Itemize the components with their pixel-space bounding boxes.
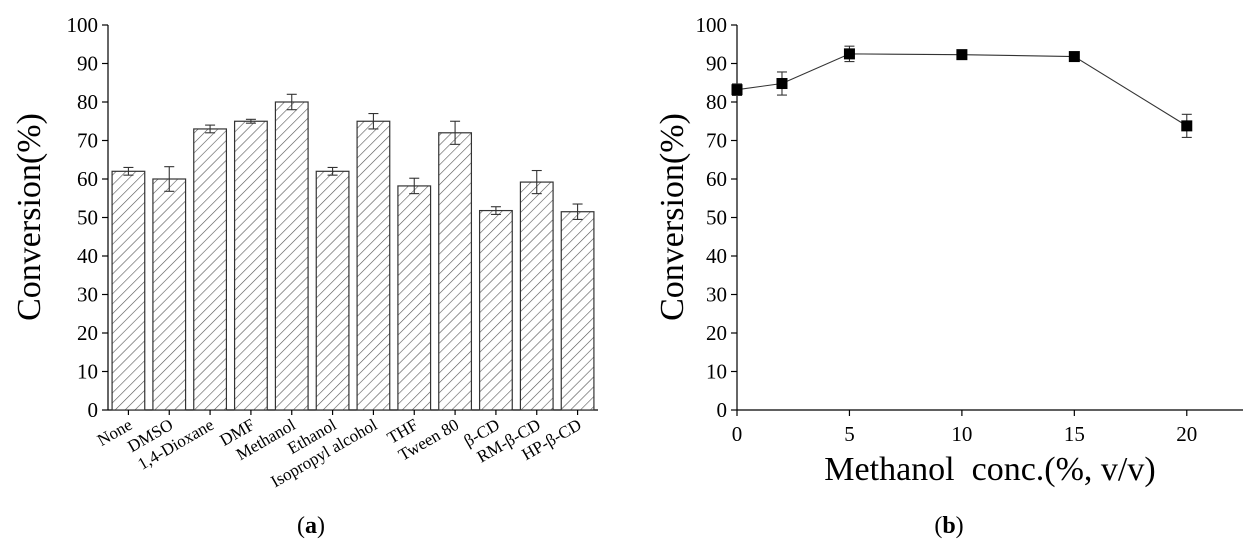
panel-b-y-tick-label: 20: [706, 321, 727, 345]
panel-a-y-tick-label: 30: [77, 283, 98, 307]
panel-b-y-tick-label: 10: [706, 360, 727, 384]
panel-a-caption: (a): [297, 513, 325, 539]
panel-a-y-tick-label: 10: [77, 360, 98, 384]
bar-6: [356, 120, 391, 411]
data-point-marker: [1068, 51, 1080, 63]
bar-4: [274, 101, 309, 411]
panel-a-y-tick-label: 70: [77, 129, 98, 153]
panel-b-line-chart: Conversion(%) Methanol conc.(%, v/v) 0 10…: [654, 13, 1243, 488]
panel-a-y-tick-label: 40: [77, 244, 98, 268]
panel-b-y-tick-label: 90: [706, 52, 727, 76]
data-point-marker: [843, 48, 855, 60]
bar-9: [478, 209, 513, 411]
panel-b-y-tick-label: 40: [706, 244, 727, 268]
panel-b-y-tick-label: 50: [706, 206, 727, 230]
bar-11: [560, 211, 595, 411]
panel-b-x-axis-title: Methanol conc.(%, v/v): [824, 451, 1155, 488]
data-point-marker: [1181, 120, 1193, 132]
bar-1: [152, 178, 187, 411]
panel-b-x-tick-label: 20: [1176, 422, 1197, 446]
panel-a-y-tick-label: 80: [77, 90, 98, 114]
bar-0: [111, 170, 146, 411]
bar-3: [233, 120, 268, 411]
panel-b-x-tick-label: 5: [844, 422, 855, 446]
panel-a-y-axis-title: Conversion(%): [11, 113, 48, 321]
series-line: [736, 53, 1188, 127]
panel-b-x-tick-label: 10: [951, 422, 972, 446]
panel-b-x-tick-label: 15: [1064, 422, 1085, 446]
panel-b-y-axis-title: Conversion(%): [654, 113, 691, 321]
panel-a-y-tick-label: 60: [77, 167, 98, 191]
panel-a-y-tick-label: 100: [67, 13, 99, 37]
panel-b-x-tick-label: 0: [732, 422, 743, 446]
panel-a-y-tick-label: 20: [77, 321, 98, 345]
bar-5: [315, 170, 350, 411]
panel-b-caption: (b): [934, 513, 963, 539]
panel-b-y-tick-label: 0: [717, 398, 728, 422]
bar-10: [519, 181, 554, 411]
panel-b-y-tick-label: 60: [706, 167, 727, 191]
bar-2: [193, 128, 228, 411]
panel-b-y-tick-label: 80: [706, 90, 727, 114]
panel-b-y-tick-label: 30: [706, 283, 727, 307]
data-point-marker: [956, 49, 968, 61]
bar-8: [438, 132, 473, 411]
panel-b-y-tick-label: 100: [696, 13, 728, 37]
data-point-marker: [731, 84, 743, 96]
panel-a-y-tick-label: 90: [77, 52, 98, 76]
panel-a-y-tick-label: 0: [88, 398, 99, 422]
panel-a-y-tick-label: 50: [77, 206, 98, 230]
bar-7: [397, 185, 432, 411]
data-point-marker: [776, 78, 788, 90]
panel-b-y-tick-label: 70: [706, 129, 727, 153]
